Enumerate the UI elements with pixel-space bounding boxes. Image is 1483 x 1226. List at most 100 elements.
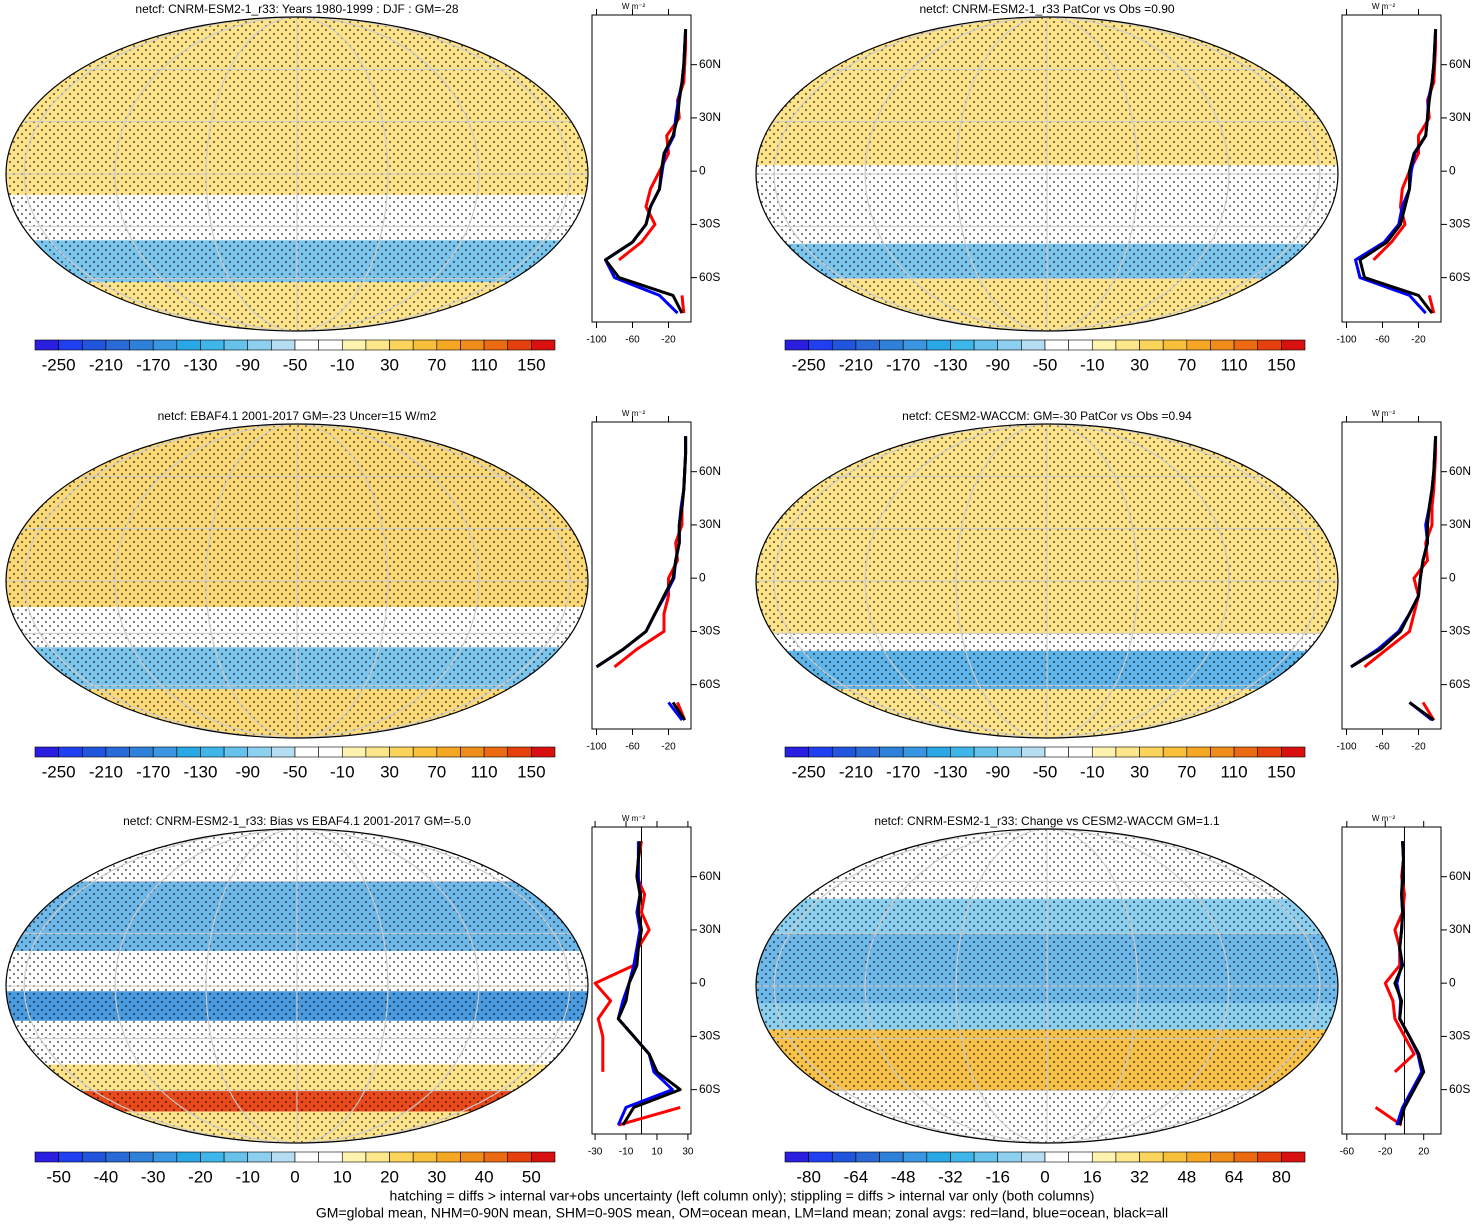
colorbar-box	[785, 747, 809, 757]
y-tick-label: 30S	[1449, 624, 1470, 638]
colorbar-box	[508, 1152, 532, 1162]
zonal-line	[1351, 436, 1436, 720]
colorbar-box	[153, 340, 177, 350]
colorbar-box	[1116, 747, 1140, 757]
colorbar-box	[248, 747, 272, 757]
colorbar-label: 70	[427, 762, 446, 781]
colorbar-box	[998, 1152, 1022, 1162]
colorbar-label: -50	[1033, 355, 1058, 374]
x-tick-label: -10	[619, 1147, 634, 1158]
colorbar-label: -130	[933, 762, 967, 781]
colorbar-label: -210	[89, 355, 123, 374]
colorbar-box	[106, 340, 130, 350]
colorbar-label: -10	[330, 355, 355, 374]
colorbar-box	[1092, 747, 1116, 757]
colorbar-box	[974, 747, 998, 757]
colorbar-label: -90	[235, 762, 260, 781]
zonal-units: W m⁻²	[1372, 409, 1396, 418]
colorbar-box	[82, 747, 106, 757]
colorbar-box	[1163, 747, 1187, 757]
zonal-units: W m⁻²	[622, 409, 646, 418]
colorbar-box	[342, 1152, 366, 1162]
colorbar-box	[1187, 747, 1211, 757]
colorbar-label: -48	[891, 1167, 916, 1186]
colorbar-box	[413, 1152, 437, 1162]
colorbar-box	[856, 1152, 880, 1162]
colorbar-box	[35, 340, 59, 350]
colorbar-label: 30	[380, 355, 399, 374]
y-tick-label: 0	[699, 975, 706, 989]
colorbar-box	[200, 1152, 224, 1162]
colorbar-box	[1210, 1152, 1234, 1162]
colorbar-box	[1140, 1152, 1164, 1162]
colorbar-box	[413, 340, 437, 350]
colorbar-label: -250	[42, 355, 76, 374]
y-tick-label: 60N	[1449, 57, 1471, 71]
colorbar-box	[177, 747, 201, 757]
colorbar-box	[1187, 340, 1211, 350]
y-tick-label: 30N	[1449, 922, 1471, 936]
colorbar-box	[1021, 747, 1045, 757]
colorbar-box	[484, 1152, 508, 1162]
zonal-line	[1365, 436, 1436, 720]
colorbar-box	[880, 747, 904, 757]
colorbar-box	[59, 340, 83, 350]
colorbar-box	[366, 747, 390, 757]
colorbar-box	[484, 747, 508, 757]
colorbar-box	[1210, 340, 1234, 350]
colorbar-box	[832, 340, 856, 350]
panel-title: netcf: CNRM-ESM2-1_r33: Bias vs EBAF4.1 …	[123, 814, 471, 828]
zonal-frame	[592, 422, 691, 729]
map	[756, 17, 1338, 331]
colorbar-box	[130, 340, 154, 350]
x-tick-label: -20	[1378, 1147, 1393, 1158]
colorbar-label: -170	[136, 762, 170, 781]
y-tick-label: 60N	[699, 464, 721, 478]
colorbar-box	[1140, 747, 1164, 757]
colorbar-box	[832, 747, 856, 757]
zonal-line	[619, 29, 686, 313]
colorbar-label: -64	[844, 1167, 869, 1186]
colorbar-label: -210	[839, 355, 873, 374]
y-tick-label: 60N	[699, 57, 721, 71]
colorbar-box	[927, 340, 951, 350]
colorbar-box	[1234, 340, 1258, 350]
colorbar-box	[413, 747, 437, 757]
panel-title: netcf: CNRM-ESM2-1_r33 PatCor vs Obs =0.…	[919, 2, 1174, 16]
colorbar-box	[106, 1152, 130, 1162]
x-tick-label: 30	[682, 1147, 694, 1158]
colorbar-box	[35, 747, 59, 757]
colorbar-label: 30	[427, 1167, 446, 1186]
colorbar-label: -50	[1033, 762, 1058, 781]
colorbar-box	[1092, 340, 1116, 350]
colorbar-label: 30	[1130, 762, 1149, 781]
colorbar-box	[153, 747, 177, 757]
zonal-frame	[1342, 422, 1441, 729]
colorbar-box	[903, 747, 927, 757]
colorbar-label: 10	[333, 1167, 352, 1186]
colorbar-box	[1210, 747, 1234, 757]
colorbar-label: 110	[471, 762, 498, 781]
colorbar-label: -16	[985, 1167, 1010, 1186]
colorbar-label: 70	[1177, 762, 1196, 781]
colorbar-box	[809, 747, 833, 757]
colorbar-box	[1069, 747, 1093, 757]
zonal-line	[1351, 436, 1436, 720]
colorbar-box	[460, 1152, 484, 1162]
colorbar-label: 64	[1225, 1167, 1244, 1186]
panel-title: netcf: CNRM-ESM2-1_r33: Change vs CESM2-…	[874, 814, 1220, 828]
y-tick-label: 30N	[699, 517, 721, 531]
colorbar-box	[809, 1152, 833, 1162]
colorbar-box	[248, 340, 272, 350]
colorbar-box	[531, 1152, 555, 1162]
x-tick-label: -30	[588, 1147, 603, 1158]
colorbar-box	[1116, 340, 1140, 350]
y-tick-label: 30S	[699, 217, 720, 231]
colorbar-box	[1045, 747, 1069, 757]
zonal-units: W m⁻²	[622, 814, 646, 823]
colorbar-box	[1021, 340, 1045, 350]
colorbar-label: -130	[933, 355, 967, 374]
colorbar-label: -30	[141, 1167, 166, 1186]
y-tick-label: 0	[1449, 975, 1456, 989]
colorbar-box	[200, 747, 224, 757]
